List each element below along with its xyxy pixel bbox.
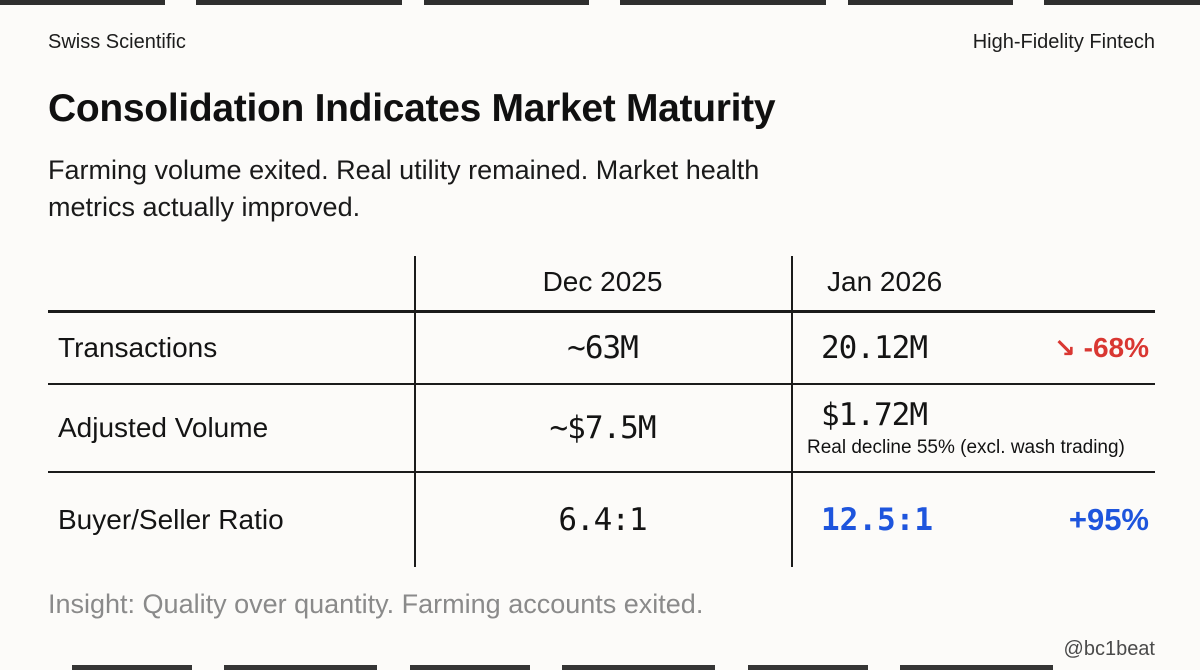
bottom-edge-decoration — [72, 665, 1058, 670]
table-row-adjusted-volume: Adjusted Volume ~$7.5M $1.72M Real decli… — [48, 385, 1155, 473]
jan-value: $1.72M — [821, 397, 928, 433]
row-label: Transactions — [58, 332, 218, 363]
table-row-buyer-seller-ratio: Buyer/Seller Ratio 6.4:1 12.5:1 +95% — [48, 473, 1155, 567]
change-badge-positive: +95% — [1068, 502, 1149, 537]
subtitle: Farming volume exited. Real utility rema… — [48, 155, 760, 222]
table-divider-2 — [791, 256, 793, 567]
row-label: Buyer/Seller Ratio — [58, 504, 284, 535]
jan-value-highlight: 12.5:1 — [821, 502, 933, 538]
top-edge-decoration — [0, 0, 1200, 5]
jan-value: 20.12M — [821, 330, 928, 366]
dec-value: ~$7.5M — [549, 410, 657, 446]
jan-cell: $1.72M Real decline 55% (excl. wash trad… — [791, 397, 1155, 459]
insight-text: Insight: Quality over quantity. Farming … — [48, 589, 704, 619]
header-dec-2025: Dec 2025 — [542, 265, 663, 297]
page-title: Consolidation Indicates Market Maturity — [48, 87, 776, 130]
table-row-transactions: Transactions ~63M 20.12M ↘ -68% — [48, 313, 1155, 385]
jan-cell: 20.12M ↘ -68% — [791, 330, 1155, 366]
table-header-row: Dec 2025 Jan 2026 — [48, 253, 1155, 313]
jan-footnote: Real decline 55% (excl. wash trading) — [807, 437, 1125, 458]
row-label: Adjusted Volume — [58, 412, 269, 443]
comparison-table: Dec 2025 Jan 2026 Transactions ~63M 20.1… — [48, 253, 1155, 567]
change-value: -68% — [1083, 332, 1149, 363]
table-divider-1 — [414, 256, 416, 567]
top-bar: Swiss Scientific High-Fidelity Fintech — [0, 0, 1200, 54]
dec-value: 6.4:1 — [558, 502, 647, 538]
header-jan-2026: Jan 2026 — [827, 265, 943, 297]
down-right-arrow-icon: ↘ — [1054, 333, 1076, 363]
brand-right: High-Fidelity Fintech — [972, 31, 1155, 53]
dec-value: ~63M — [567, 330, 639, 366]
brand-left: Swiss Scientific — [48, 31, 186, 53]
change-badge-negative: ↘ -68% — [1054, 332, 1149, 364]
jan-cell: 12.5:1 +95% — [791, 502, 1155, 538]
author-handle: @bc1beat — [1063, 638, 1155, 660]
